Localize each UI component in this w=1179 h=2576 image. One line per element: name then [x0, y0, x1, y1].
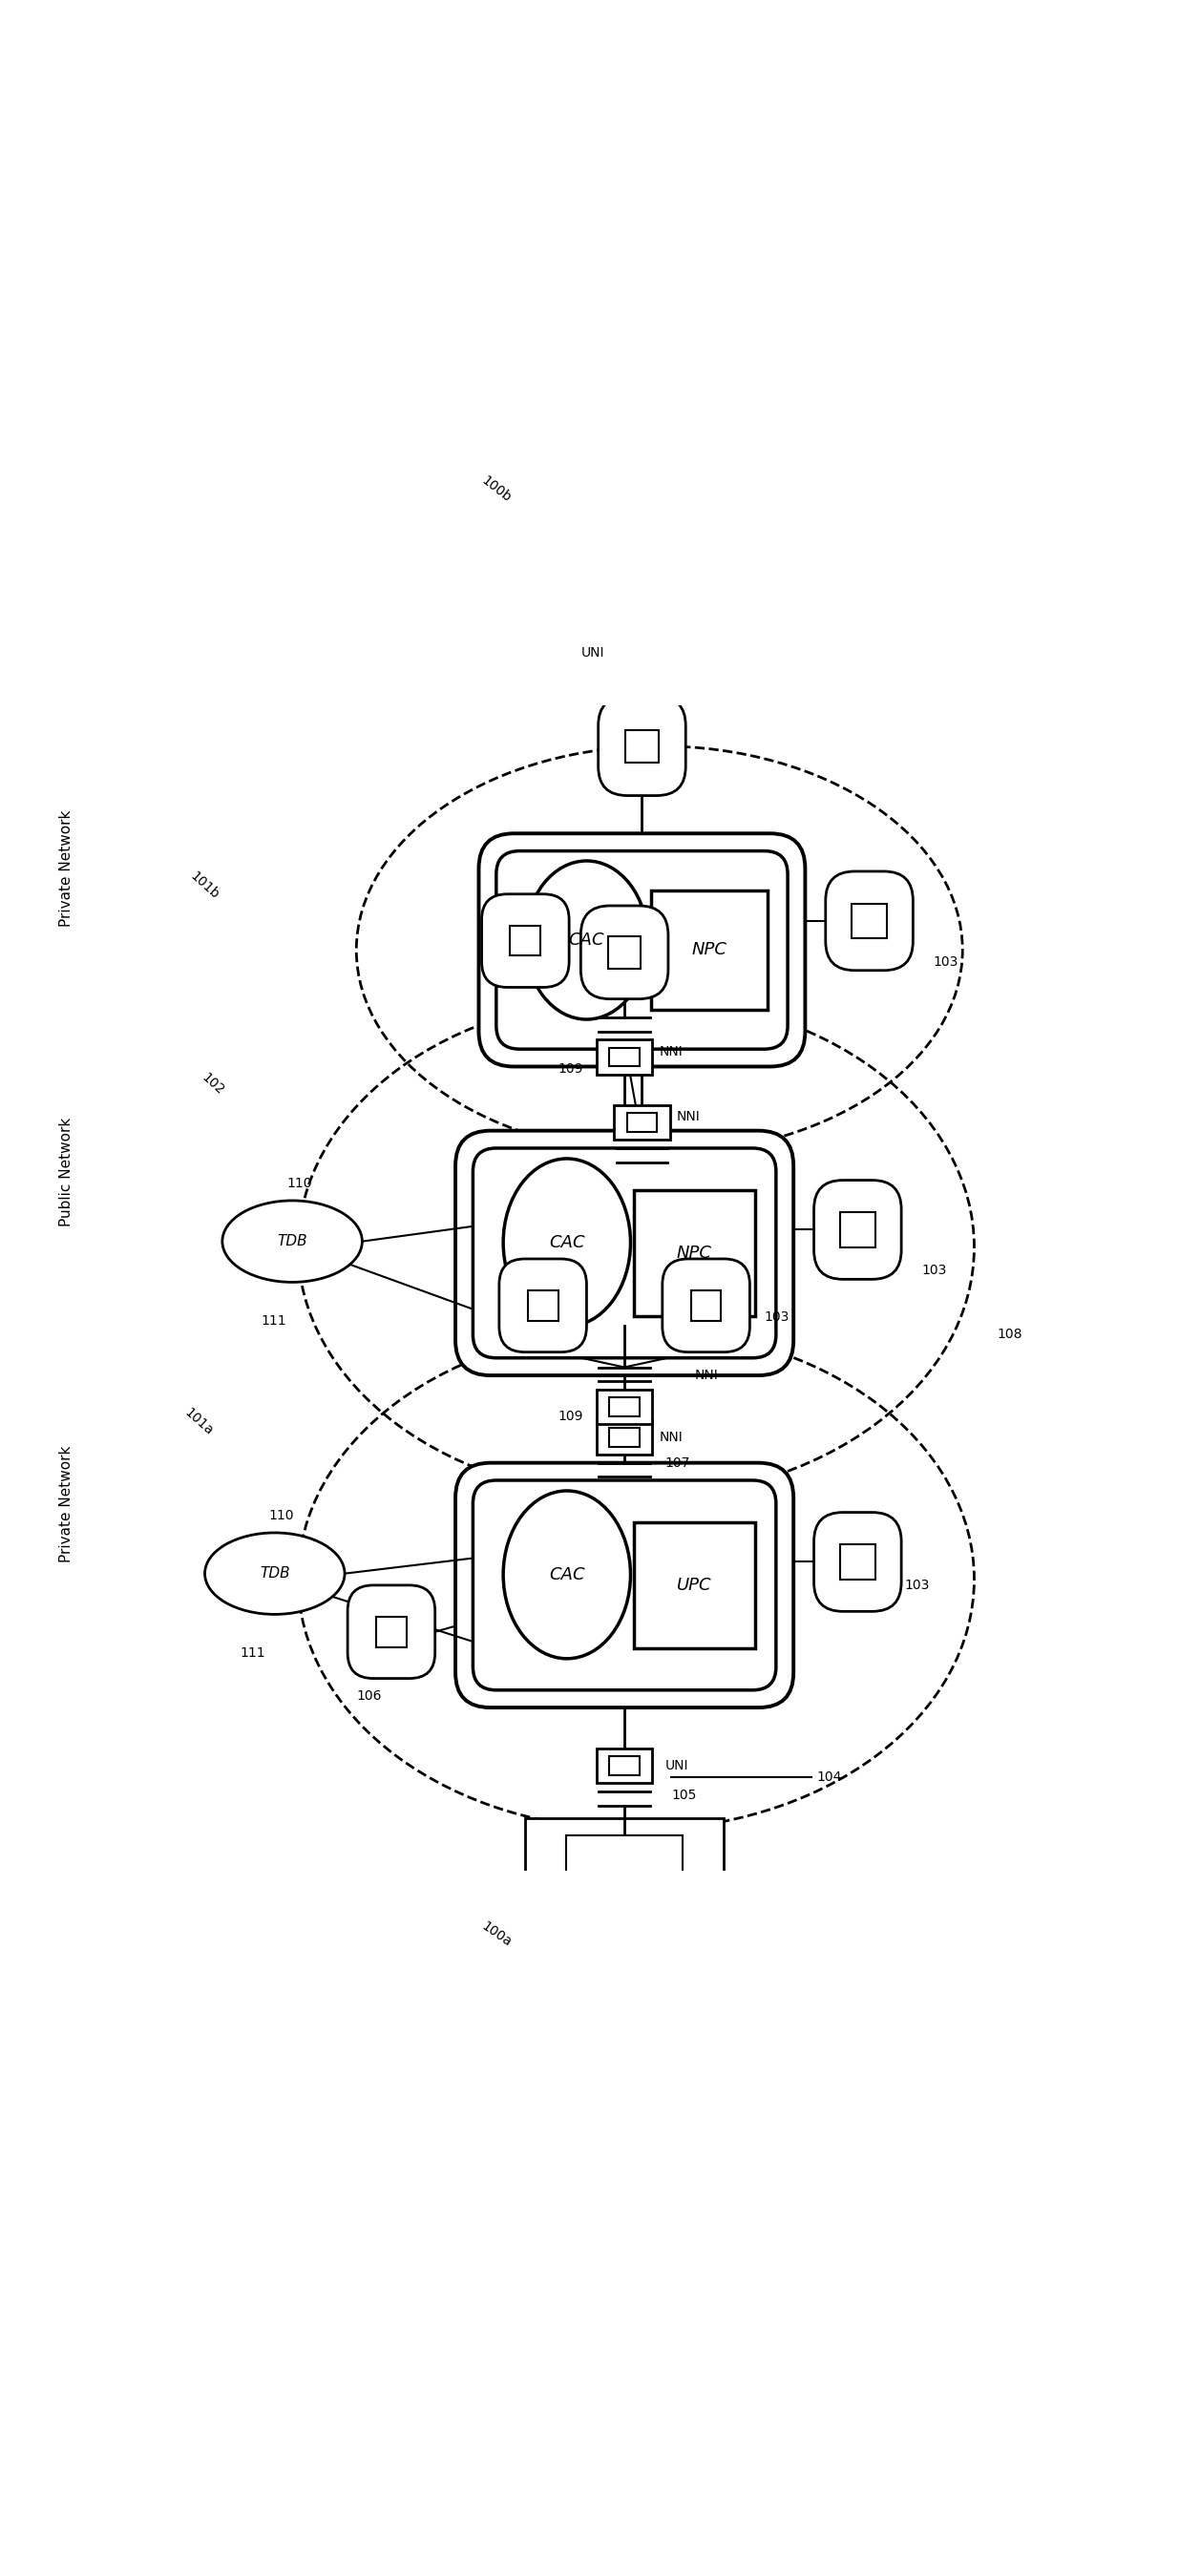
Bar [597, 1388, 652, 1425]
Text: 103: 103 [934, 956, 959, 969]
Text: NNI: NNI [694, 1368, 718, 1383]
Bar [528, 1291, 558, 1321]
Bar [626, 729, 658, 762]
FancyBboxPatch shape [482, 894, 569, 987]
Ellipse shape [503, 1159, 631, 1327]
Bar [627, 1113, 657, 1131]
FancyBboxPatch shape [581, 907, 668, 999]
Bar [597, 1749, 652, 1783]
Ellipse shape [205, 1533, 344, 1615]
Text: TDB: TDB [277, 1234, 308, 1249]
FancyBboxPatch shape [814, 1512, 901, 1613]
FancyBboxPatch shape [455, 1463, 793, 1708]
Text: NNI: NNI [659, 1430, 683, 1445]
Text: 104: 104 [817, 1770, 842, 1785]
Bar [841, 1546, 875, 1579]
Bar [691, 1291, 722, 1321]
Bar [610, 1399, 640, 1417]
Text: 103: 103 [764, 1311, 790, 1324]
Text: UNI: UNI [665, 1759, 689, 1772]
Text: 103: 103 [922, 1265, 947, 1278]
Text: Private Network: Private Network [59, 809, 73, 927]
Text: 110: 110 [269, 1510, 295, 1522]
Ellipse shape [223, 1200, 362, 1283]
Text: 100a: 100a [479, 1919, 514, 1950]
Bar [610, 1048, 640, 1066]
Bar [584, 526, 700, 595]
FancyBboxPatch shape [499, 1260, 587, 1352]
FancyBboxPatch shape [473, 1481, 776, 1690]
FancyBboxPatch shape [496, 850, 788, 1048]
Text: 107: 107 [665, 1455, 691, 1468]
Ellipse shape [526, 860, 647, 1020]
Text: NPC: NPC [677, 1244, 712, 1262]
Text: 111: 111 [239, 1646, 265, 1659]
Bar [376, 1618, 407, 1646]
Text: NPC: NPC [691, 940, 726, 958]
Text: NNI: NNI [677, 1110, 700, 1123]
Text: Private Network: Private Network [59, 1445, 73, 1561]
FancyBboxPatch shape [598, 696, 686, 796]
Bar [851, 904, 887, 938]
Bar [651, 891, 768, 1010]
FancyBboxPatch shape [348, 1584, 435, 1680]
Text: 102: 102 [199, 1072, 226, 1097]
Text: 110: 110 [286, 1177, 311, 1190]
Bar [610, 1757, 640, 1775]
Text: 100b: 100b [479, 474, 514, 505]
Text: TDB: TDB [259, 1566, 290, 1582]
Bar [633, 1190, 755, 1316]
Text: UPC: UPC [677, 1577, 712, 1595]
Bar [841, 1213, 875, 1247]
FancyBboxPatch shape [479, 835, 805, 1066]
Text: 103: 103 [904, 1579, 929, 1592]
Bar [511, 925, 540, 956]
FancyBboxPatch shape [473, 1149, 776, 1358]
Text: 105: 105 [671, 1788, 697, 1801]
Text: 108: 108 [997, 1329, 1023, 1342]
Bar [597, 1041, 652, 1074]
Text: Public Network: Public Network [59, 1118, 73, 1226]
Text: 111: 111 [261, 1314, 286, 1327]
Text: CAC: CAC [568, 933, 605, 948]
FancyBboxPatch shape [455, 1131, 793, 1376]
Bar [566, 1837, 683, 1906]
Text: 109: 109 [559, 1061, 584, 1077]
Ellipse shape [503, 1492, 631, 1659]
Bar [597, 1419, 652, 1455]
Bar [608, 935, 641, 969]
Bar [610, 1427, 640, 1448]
Text: UNI: UNI [581, 647, 605, 659]
FancyBboxPatch shape [814, 1180, 901, 1280]
Bar [614, 1105, 670, 1141]
FancyBboxPatch shape [663, 1260, 750, 1352]
Bar [526, 1819, 724, 1924]
Text: CAC: CAC [549, 1566, 585, 1584]
FancyBboxPatch shape [825, 871, 913, 971]
Text: 109: 109 [559, 1409, 584, 1422]
Bar [633, 1522, 755, 1649]
Text: 106: 106 [356, 1690, 382, 1703]
Bar [542, 507, 742, 613]
Text: CAC: CAC [549, 1234, 585, 1252]
Text: 101b: 101b [187, 871, 222, 902]
Text: 101a: 101a [182, 1406, 216, 1437]
Text: NNI: NNI [659, 1046, 683, 1059]
